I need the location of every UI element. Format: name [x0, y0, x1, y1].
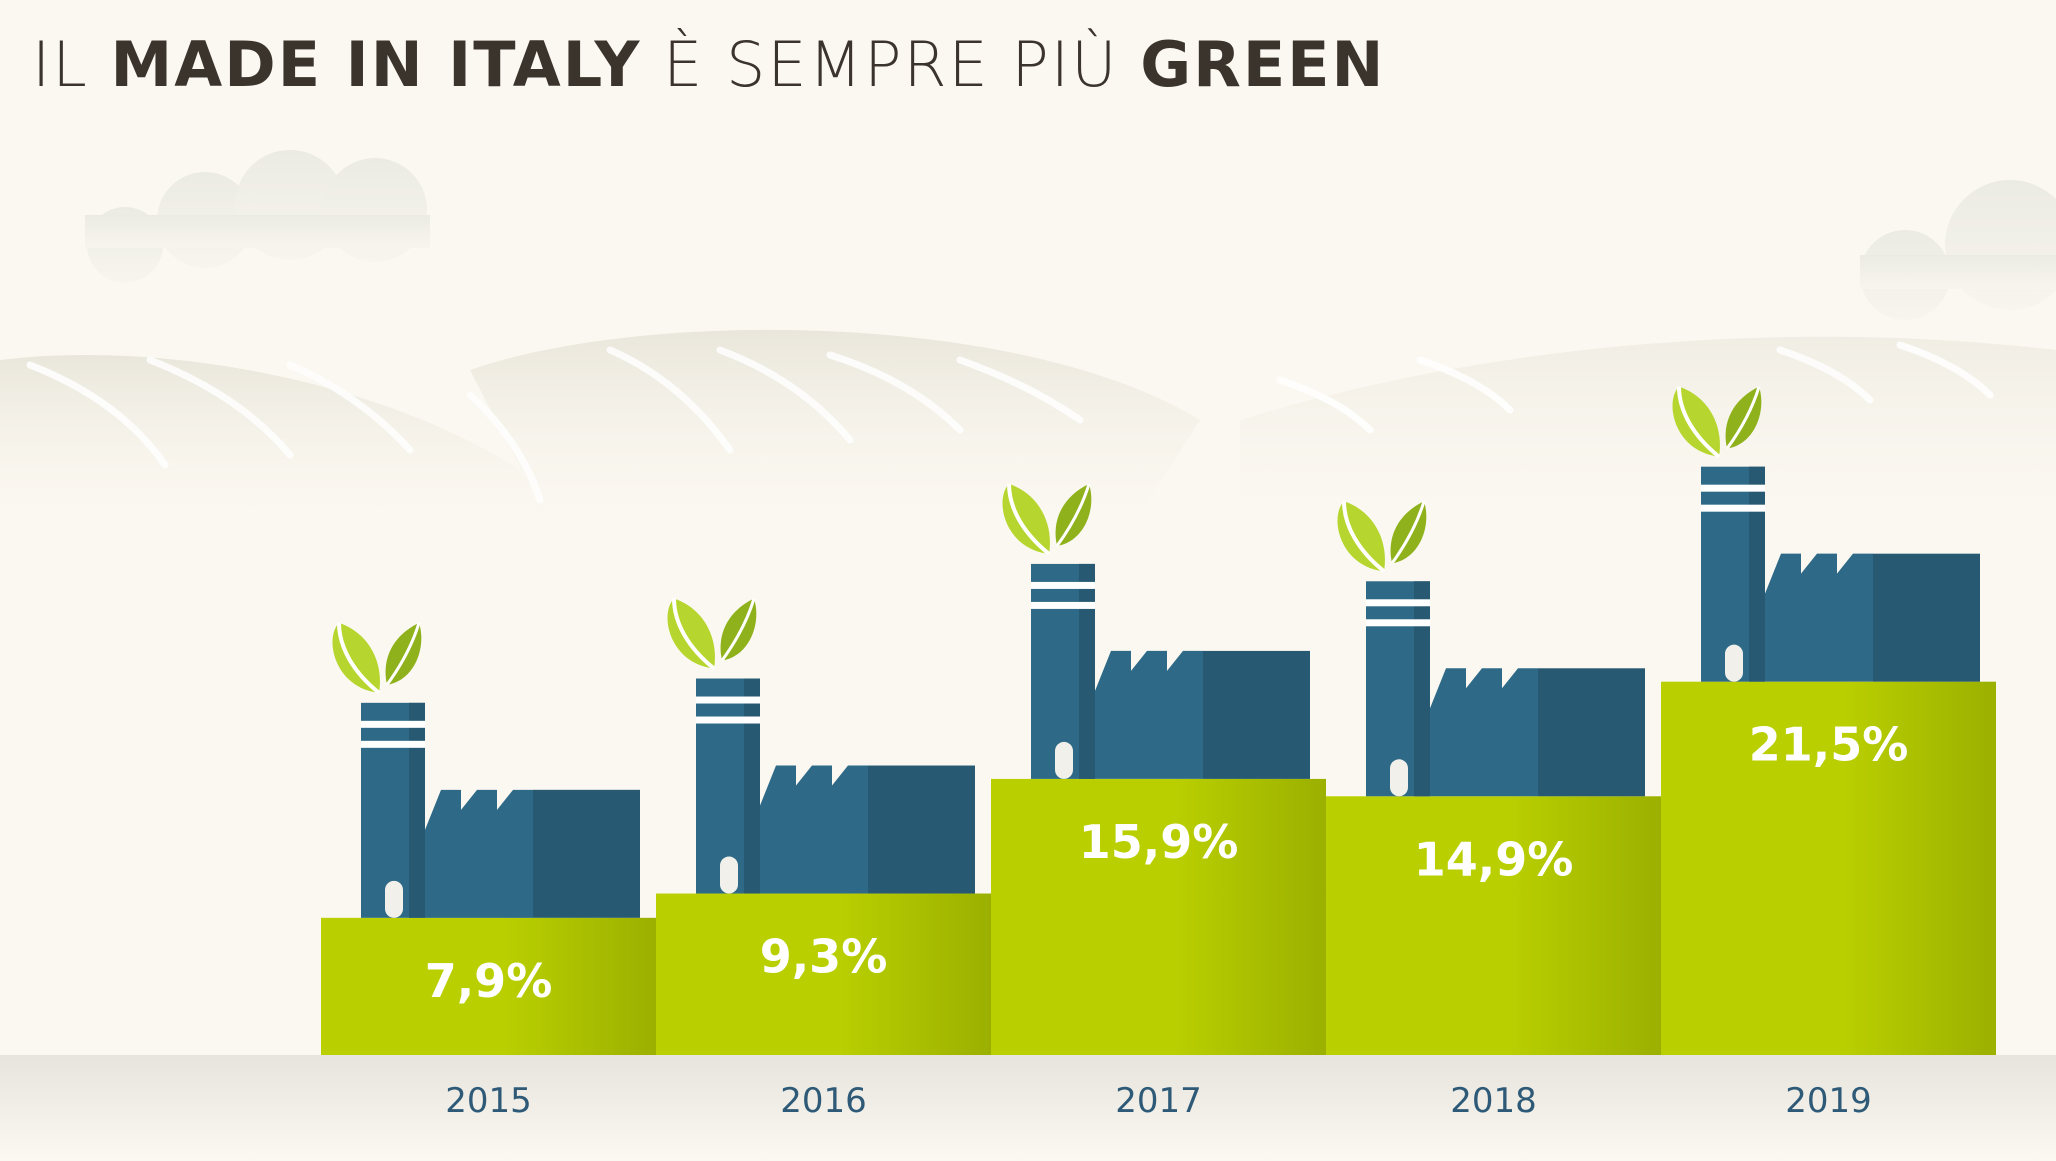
leaf-icon [1002, 483, 1050, 554]
bar [656, 893, 991, 1055]
factory-chimney-shade [744, 678, 760, 894]
chimney-stripe [1701, 484, 1765, 492]
leaf-vein [385, 622, 421, 686]
leaf-vein [1055, 483, 1091, 547]
chimney-stripe [1366, 599, 1430, 607]
title-part-1: IL [32, 28, 111, 101]
factory-vent [1390, 759, 1408, 797]
leaf-vein [1342, 501, 1386, 573]
value-label: 21,5% [1749, 718, 1909, 772]
factory-sawtooth-roof [425, 789, 533, 918]
bar [1326, 796, 1661, 1055]
leaf-vein [337, 622, 381, 695]
factory-main-block [1203, 650, 1310, 779]
factory-main-block [533, 789, 640, 918]
bar-group-2016: 9,3% 2016 [656, 598, 991, 1121]
cloud-left [85, 150, 430, 283]
chimney-stripe [361, 740, 425, 748]
factory-vent [1725, 644, 1743, 682]
background-hills [0, 329, 2056, 545]
bar-group-2015: 7,9% 2015 [321, 622, 656, 1121]
leaf-vein [720, 598, 756, 662]
factory-sawtooth-roof [760, 765, 868, 894]
x-tick-label: 2017 [1115, 1081, 1202, 1121]
bar [1661, 681, 1996, 1055]
bar [321, 917, 656, 1055]
factory-sawtooth-roof [1765, 553, 1873, 682]
factory-chimney-shade [1079, 563, 1095, 779]
chimney-stripe [1701, 504, 1765, 512]
factory-chimney-shade [409, 702, 425, 918]
chimney-stripe [361, 720, 425, 728]
leaf-vein [1390, 500, 1426, 565]
page-title: IL MADE IN ITALY È SEMPRE PIÙ GREEN [32, 34, 1385, 96]
leaf-icon [667, 598, 715, 669]
leaf-icon [1672, 386, 1720, 457]
hill-center [470, 329, 1200, 545]
factory-sawtooth-roof [1095, 650, 1203, 779]
bar-group-2019: 21,5% 2019 [1661, 386, 1996, 1121]
factory-main-block [1538, 668, 1645, 797]
leaf-icon [332, 622, 380, 693]
x-tick-label: 2019 [1785, 1081, 1872, 1121]
value-label: 7,9% [425, 954, 553, 1008]
value-label: 14,9% [1414, 832, 1574, 886]
factory-vent [385, 880, 403, 918]
factory-sawtooth-roof [1430, 668, 1538, 797]
chart-plot-area: 7,9%20159,3%201615,9%201714,9%201821,5%2… [321, 386, 1996, 1121]
leaf-vein [1007, 483, 1051, 556]
x-tick-label: 2016 [780, 1081, 867, 1121]
ground [0, 1055, 2056, 1157]
factory-vent [1055, 741, 1073, 779]
factory-chimney-shade [1414, 581, 1430, 797]
title-bold-1: MADE IN ITALY [110, 28, 642, 101]
factory-chimney-shade [1749, 466, 1765, 682]
chimney-stripe [1031, 581, 1095, 589]
leaf-vein [672, 598, 716, 671]
bar-group-2017: 15,9% 2017 [991, 483, 1326, 1121]
bar-group-2018: 14,9% 2018 [1326, 500, 1661, 1121]
value-label: 9,3% [760, 930, 888, 984]
chimney-stripe [696, 696, 760, 704]
leaf-vein [1725, 386, 1761, 450]
cloud-right [1860, 180, 2056, 320]
bar [991, 778, 1326, 1055]
title-bold-2: GREEN [1140, 28, 1386, 101]
x-tick-label: 2015 [445, 1081, 532, 1121]
chimney-stripe [1031, 601, 1095, 609]
factory-main-block [1873, 553, 1980, 682]
leaf-icon [1337, 501, 1385, 572]
title-part-2: È SEMPRE PIÙ [641, 28, 1141, 101]
chimney-stripe [696, 716, 760, 724]
factory-main-block [868, 765, 975, 894]
leaf-vein [1677, 386, 1721, 459]
x-tick-label: 2018 [1450, 1081, 1537, 1121]
factory-vent [720, 856, 738, 894]
value-label: 15,9% [1079, 815, 1239, 869]
chimney-stripe [1366, 619, 1430, 627]
